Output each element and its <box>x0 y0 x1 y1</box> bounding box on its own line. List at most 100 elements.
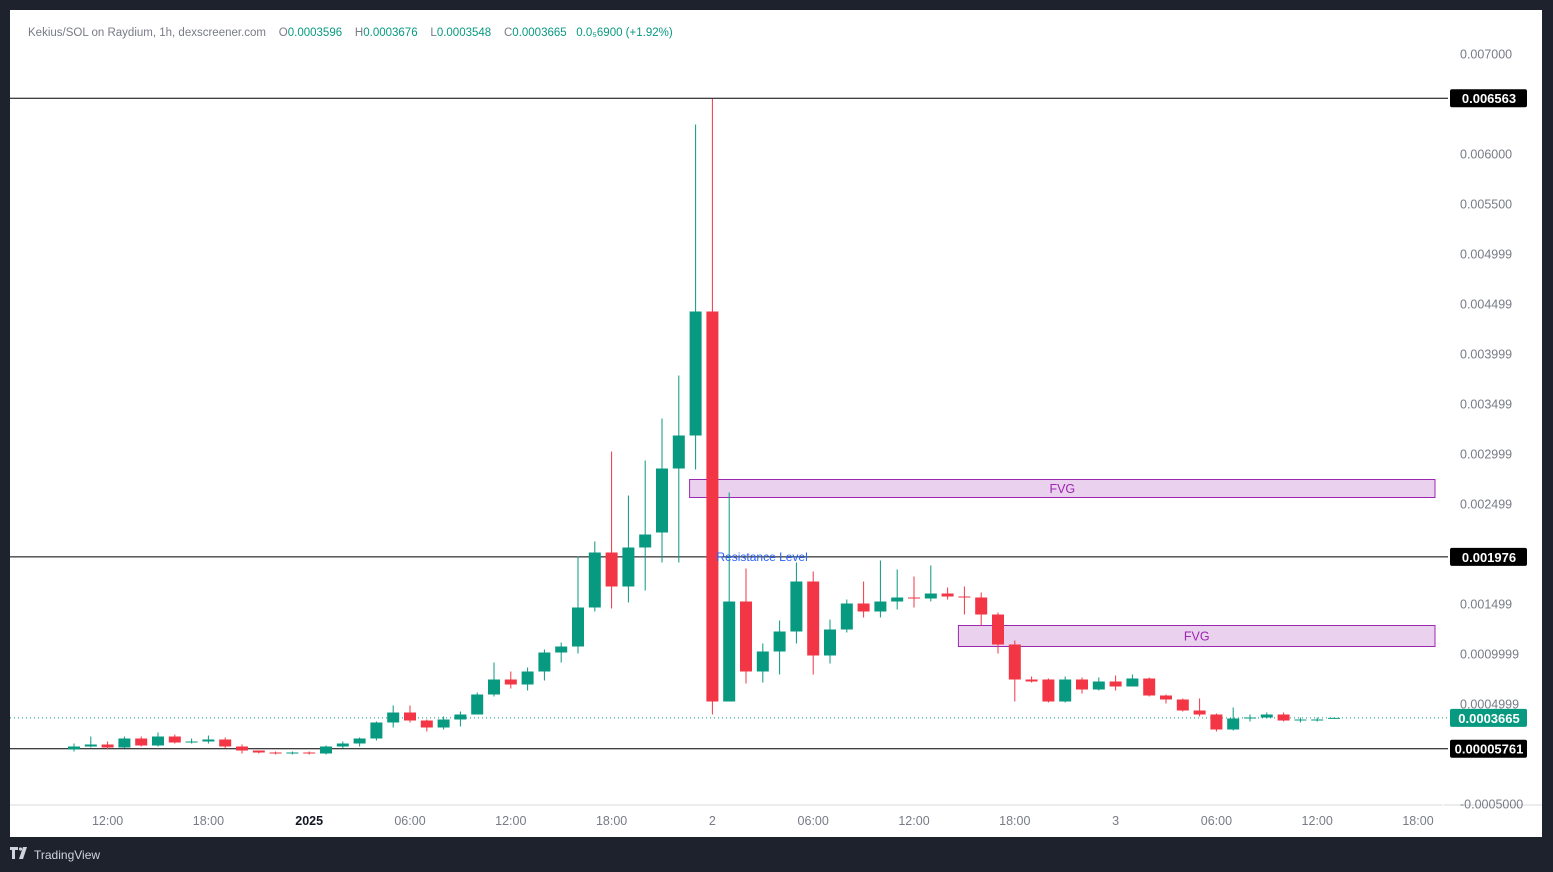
candle-body <box>68 746 80 750</box>
candle-body <box>1193 710 1206 715</box>
candle-body <box>1160 695 1172 700</box>
candle-body <box>824 629 836 656</box>
y-tick-label: 0.001499 <box>1460 598 1512 612</box>
candle-body <box>1059 679 1072 702</box>
candle-body <box>504 679 517 685</box>
legend-close-label: C <box>503 27 513 39</box>
y-tick-label: 0.003499 <box>1460 398 1512 412</box>
candle-body <box>404 712 416 721</box>
legend-low-value: 0.0003548 <box>436 27 492 39</box>
chart-legend: Kekius/SOL on Raydium, 1h, dexscreener.c… <box>28 27 673 39</box>
candle-body <box>135 738 148 746</box>
candle-body <box>1311 719 1324 721</box>
candle-body <box>1092 681 1105 690</box>
candle-body <box>958 596 971 598</box>
hline-price-tag-bg <box>1450 89 1527 108</box>
y-tick-label: 0.0009999 <box>1460 648 1519 662</box>
chart-frame: 0.007000 0.006000 0.005500 0.004999 0.004499… <box>10 10 1542 837</box>
tradingview-brand: TradingView <box>34 847 101 862</box>
candle-body <box>1210 714 1223 730</box>
candle-body <box>286 752 299 754</box>
hline-price-tag: 0.006563 <box>1462 91 1516 106</box>
fvg-zone <box>689 479 1436 498</box>
legend-title: Kekius/SOL on Raydium, 1h, dexscreener.c… <box>28 27 266 39</box>
tradingview-logo-icon <box>10 847 30 862</box>
candle-body <box>857 603 870 612</box>
candle-body <box>572 607 584 647</box>
candle-body <box>740 601 752 672</box>
candle-body <box>1277 714 1290 721</box>
candle-body <box>1260 714 1273 718</box>
candle-body <box>723 601 736 702</box>
x-tick-label: 12:00 <box>495 814 526 828</box>
candle-body <box>370 722 383 739</box>
fvg-label: FVG <box>1049 482 1075 496</box>
x-tick-label: 18:00 <box>193 814 224 828</box>
candle-body <box>185 741 198 743</box>
candle-body <box>555 646 568 653</box>
x-tick-label: 3 <box>1112 814 1119 828</box>
y-tick-label: 0.005500 <box>1460 198 1512 212</box>
y-tick-label: 0.004499 <box>1460 298 1512 312</box>
candle-body <box>706 311 719 702</box>
candle-body <box>807 581 820 656</box>
candle-body <box>756 651 769 672</box>
candle-body <box>1008 644 1021 680</box>
x-tick-label: 06:00 <box>1201 814 1232 828</box>
candle-body <box>840 603 853 630</box>
candle-body <box>605 552 618 587</box>
x-tick-label: 18:00 <box>596 814 627 828</box>
x-tick-label: 12:00 <box>1302 814 1333 828</box>
candle-body <box>420 720 433 728</box>
x-tick-label: 2025 <box>295 814 323 828</box>
y-tick-label: 0.002499 <box>1460 498 1512 512</box>
y-tick-label: -0.0005000 <box>1460 798 1523 812</box>
fvg-label: FVG <box>1184 630 1210 644</box>
y-tick-label: 0.003999 <box>1460 348 1512 362</box>
candle-body <box>269 752 282 754</box>
legend-open-value: 0.0003596 <box>287 27 343 39</box>
candle-body <box>891 597 904 602</box>
candle-body <box>1109 681 1122 687</box>
candle-body <box>656 468 668 533</box>
candle-body <box>672 435 685 469</box>
candle-body <box>521 671 534 685</box>
y-tick-label: 0.006000 <box>1460 148 1512 162</box>
candle-body <box>118 738 131 748</box>
candle-body <box>387 712 400 723</box>
candle-body <box>320 746 332 754</box>
candle-body <box>790 581 803 632</box>
legend-low-label: L <box>430 27 437 39</box>
candle-body <box>773 631 786 652</box>
x-tick-label: 18:00 <box>1402 814 1433 828</box>
legend-close-value: 0.0003665 <box>512 27 567 39</box>
tradingview-footer[interactable]: TradingView <box>10 847 100 862</box>
candle-body <box>471 694 484 715</box>
candle-body <box>1328 717 1340 719</box>
candle-body <box>236 746 248 751</box>
hline-price-tag: 0.001976 <box>1462 550 1516 565</box>
candlestick-chart[interactable]: 0.007000 0.006000 0.005500 0.004999 0.004499… <box>10 10 1542 837</box>
candle-body <box>689 311 702 436</box>
legend-high-label: H <box>354 27 364 39</box>
candle-body <box>975 597 988 615</box>
candle-body <box>538 652 551 672</box>
x-tick-label: 06:00 <box>798 814 829 828</box>
candle-body <box>1143 678 1156 696</box>
candle-body <box>202 739 215 742</box>
candle-body <box>252 750 265 753</box>
candle-body <box>1076 679 1088 690</box>
x-tick-label: 18:00 <box>999 814 1030 828</box>
candle-body <box>1244 717 1256 719</box>
candle-body <box>1294 719 1307 721</box>
candle-body <box>1227 718 1240 730</box>
candle-body <box>639 534 652 548</box>
candle-body <box>941 593 954 597</box>
legend-change: 0.0₅6900 (+1.92%) <box>576 27 673 39</box>
candle-body <box>454 714 467 720</box>
candle-body <box>588 552 601 608</box>
candle-body <box>336 743 349 747</box>
y-tick-label: 0.002999 <box>1460 448 1512 462</box>
y-tick-label: 0.0004999 <box>1460 698 1519 712</box>
fvg-zone <box>957 625 1436 647</box>
